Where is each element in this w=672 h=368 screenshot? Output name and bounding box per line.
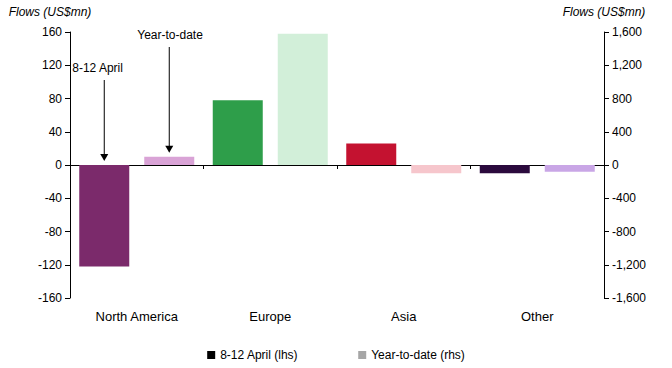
svg-text:-80: -80	[45, 225, 63, 239]
svg-text:80: 80	[49, 92, 63, 106]
svg-text:8-12 April (lhs): 8-12 April (lhs)	[220, 348, 297, 362]
svg-text:400: 400	[612, 125, 632, 139]
svg-text:1,600: 1,600	[612, 25, 642, 39]
svg-text:-400: -400	[612, 191, 636, 205]
svg-text:North America: North America	[96, 309, 179, 324]
svg-text:0: 0	[612, 158, 619, 172]
svg-text:-1,200: -1,200	[612, 258, 646, 272]
svg-text:-120: -120	[38, 258, 62, 272]
svg-text:-160: -160	[38, 291, 62, 305]
svg-text:1,200: 1,200	[612, 58, 642, 72]
svg-text:160: 160	[42, 25, 62, 39]
svg-text:Flows (US$mn): Flows (US$mn)	[563, 5, 646, 19]
svg-text:Europe: Europe	[249, 309, 291, 324]
svg-text:-800: -800	[612, 225, 636, 239]
svg-text:Year-to-date: Year-to-date	[137, 28, 203, 42]
svg-text:120: 120	[42, 58, 62, 72]
svg-text:800: 800	[612, 92, 632, 106]
svg-text:Year-to-date (rhs): Year-to-date (rhs)	[371, 348, 465, 362]
svg-text:-1,600: -1,600	[612, 291, 646, 305]
svg-text:Flows (US$mn): Flows (US$mn)	[9, 5, 92, 19]
svg-text:Other: Other	[521, 309, 554, 324]
svg-text:40: 40	[49, 125, 63, 139]
svg-text:0: 0	[55, 158, 62, 172]
svg-text:-40: -40	[45, 191, 63, 205]
svg-text:Asia: Asia	[391, 309, 417, 324]
svg-text:8-12 April: 8-12 April	[72, 61, 123, 75]
